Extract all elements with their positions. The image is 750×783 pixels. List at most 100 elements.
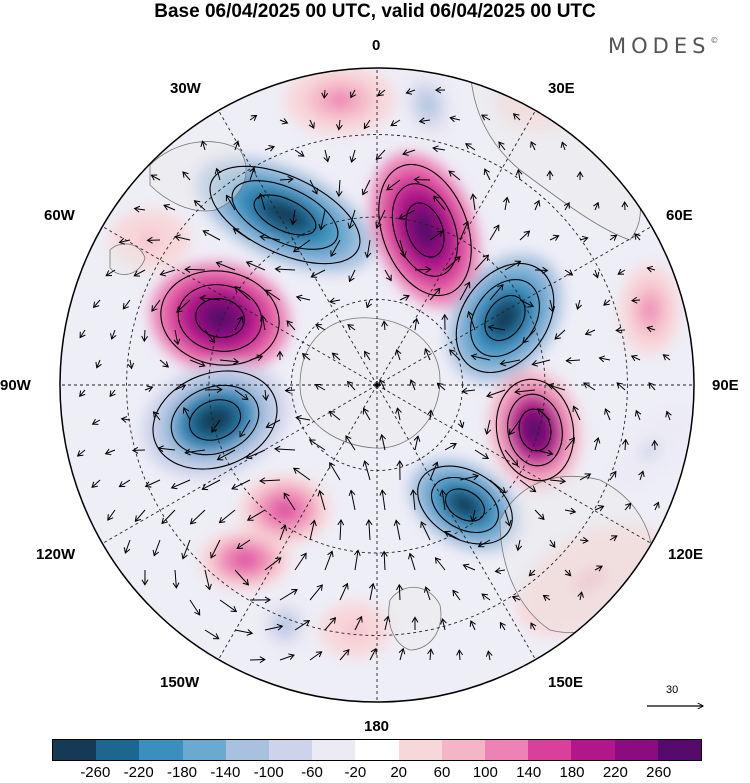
anomaly-shading (421, 95, 435, 115)
wind-vector (266, 419, 281, 428)
wind-vector (309, 520, 315, 541)
wind-vector-head (398, 647, 406, 655)
wind-vector-head (462, 220, 470, 228)
wind-vector-head (597, 505, 605, 512)
wind-vector (234, 569, 249, 586)
wind-vector-head (150, 174, 158, 181)
wind-vector-head (512, 113, 520, 120)
wind-vector (583, 382, 596, 391)
wind-vector (425, 586, 431, 601)
wind-vector-head (522, 336, 529, 344)
negative-anomaly (257, 595, 313, 655)
wind-vector-head (181, 552, 188, 560)
wind-vector-head (141, 335, 149, 343)
wind-vector-head (182, 406, 190, 414)
wind-vector (383, 551, 386, 571)
wind-vector (484, 168, 491, 181)
wind-vector (279, 525, 286, 541)
wind-vector (489, 284, 504, 301)
wind-vector-head (441, 313, 449, 321)
wind-vector-head (560, 141, 568, 149)
wind-vector (375, 149, 386, 160)
wind-vector-head (216, 454, 224, 461)
anomaly-shading (274, 501, 296, 519)
positive-anomaly (200, 530, 290, 590)
wind-vector-head (364, 251, 372, 259)
wind-vector (264, 625, 283, 631)
wind-vector-head (434, 86, 442, 94)
wind-vector (234, 286, 251, 301)
wind-vector (594, 437, 599, 451)
wind-vector (329, 410, 341, 421)
wind-vector (617, 269, 626, 275)
wind-vector-head (295, 414, 302, 422)
wind-vector (315, 384, 326, 391)
wind-vector (236, 539, 251, 549)
wind-vector-head (348, 489, 356, 497)
wind-vector-head (411, 616, 419, 623)
wind-vector-head (449, 115, 456, 123)
wind-vector (410, 379, 416, 391)
wind-vector (631, 355, 641, 361)
wind-vector (315, 324, 326, 331)
wind-vector-head (502, 196, 510, 204)
wind-vector (347, 324, 356, 331)
wind-vector-head (485, 650, 493, 657)
wind-vector (384, 616, 389, 631)
wind-vector (194, 200, 206, 211)
wind-vector-head (499, 621, 506, 629)
wind-vector (463, 564, 476, 571)
wind-vector-head (394, 348, 402, 356)
wind-vector-head (477, 541, 485, 548)
modes-logo: MODES© (608, 34, 718, 58)
wind-vector-head (198, 360, 206, 368)
wind-vector (441, 618, 446, 631)
wind-vector (176, 299, 191, 313)
wind-vector (504, 260, 521, 271)
wind-vector (579, 473, 591, 481)
wind-vector-head (634, 409, 642, 417)
wind-vector (450, 117, 461, 121)
wind-vector-head (256, 354, 264, 361)
wind-vector (366, 299, 371, 308)
wind-vector (216, 168, 221, 181)
wind-vector (182, 539, 191, 559)
wind-vector (182, 171, 191, 181)
wind-vector (504, 197, 508, 211)
wind-vector-head (436, 230, 444, 237)
wind-vector (462, 389, 476, 392)
wind-vector (202, 479, 221, 490)
wind-vector-head (184, 266, 191, 273)
wind-vector-head (152, 549, 160, 557)
wind-vector-head (464, 281, 471, 289)
wind-vector-head (494, 567, 502, 575)
wind-vector-head (310, 271, 318, 278)
wind-vector (234, 389, 249, 401)
wind-vector-head (511, 595, 519, 602)
wind-vector-head (79, 390, 86, 398)
wind-vector-head (465, 143, 472, 150)
wind-vector (175, 236, 191, 241)
wind-vector-head (665, 410, 672, 418)
wind-vector (122, 299, 131, 310)
wind-vector (93, 299, 101, 308)
wind-vector-head (634, 233, 641, 240)
wind-vector (217, 449, 236, 461)
wind-vector-head (651, 439, 659, 447)
wind-vector-head (581, 235, 589, 243)
wind-vectors (76, 86, 672, 664)
wind-vector (561, 142, 566, 151)
wind-vector-head (335, 190, 343, 198)
wind-vector-head (385, 274, 392, 282)
wind-vector (363, 408, 371, 421)
colorbar-swatch (485, 740, 529, 760)
colorbar-swatch (53, 740, 97, 760)
wind-vector (348, 209, 356, 229)
wind-vector-head (584, 473, 592, 480)
wind-vector (399, 648, 404, 661)
wind-vector (530, 141, 536, 151)
wind-vector-head (582, 536, 589, 544)
wind-vector (119, 479, 131, 488)
wind-vector-head (533, 199, 541, 207)
wind-vector-head (377, 90, 384, 97)
